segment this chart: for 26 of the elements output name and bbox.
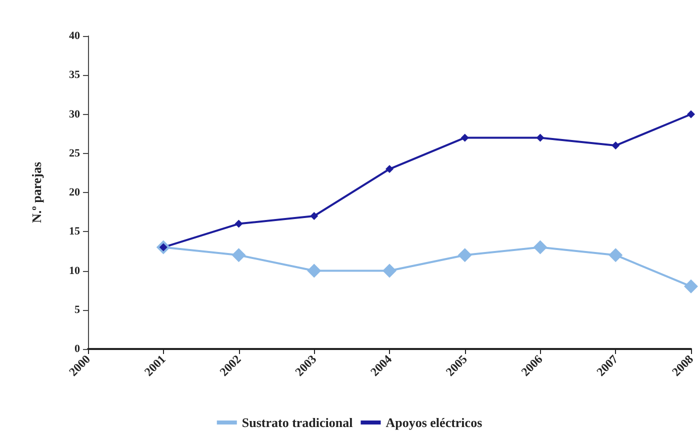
point [310,212,318,220]
y-tick-label: 15 [69,226,80,238]
point [608,248,623,262]
point [382,264,396,278]
y-tick-label: 20 [69,186,80,198]
point [684,279,698,294]
y-tick-label: 0 [74,343,80,355]
point [234,220,243,228]
point [533,240,548,254]
y-tick-label: 40 [69,30,80,42]
point [460,134,469,142]
legend-label: Sustrato tradicional [242,415,354,430]
point [232,248,246,262]
point [386,165,394,174]
y-tick-label: 25 [69,147,80,160]
point [612,142,620,150]
point [458,248,472,262]
y-axis-title: N.º parejas [29,162,44,224]
y-tick-label: 5 [74,304,80,316]
point [536,134,544,142]
y-tick-label: 10 [69,264,80,277]
y-tick-label: 35 [69,69,80,82]
point [687,110,695,118]
y-tick-label: 30 [69,108,80,120]
legend-label: Apoyos eléctricos [386,415,482,430]
point [307,264,322,278]
